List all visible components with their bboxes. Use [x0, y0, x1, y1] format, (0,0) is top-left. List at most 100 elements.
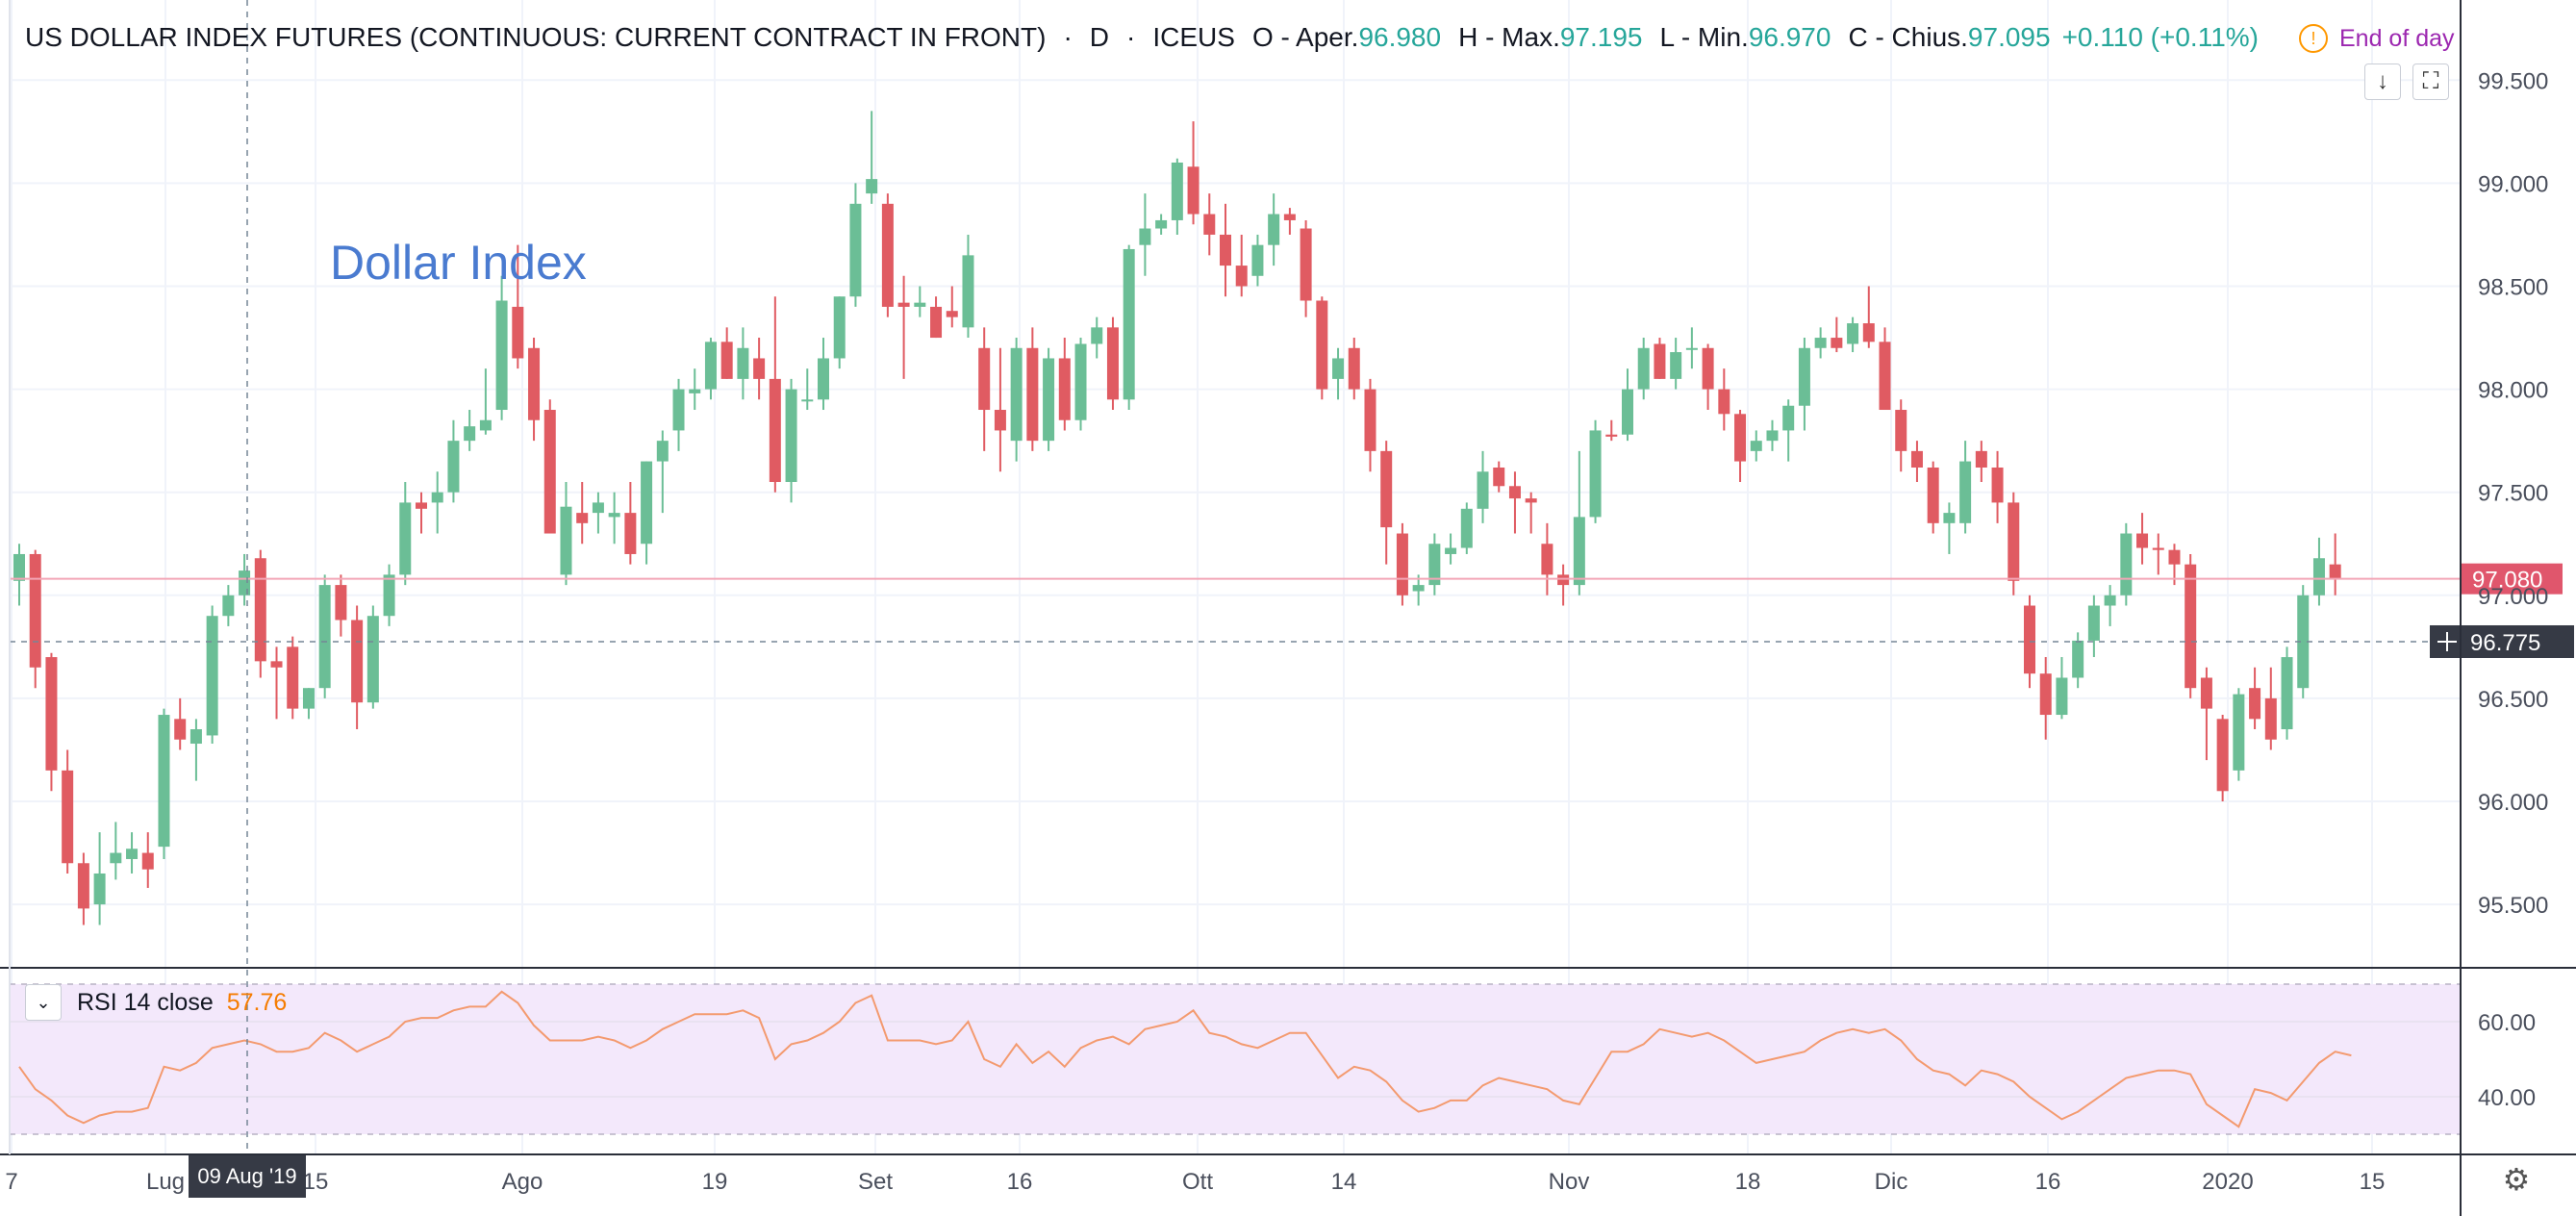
candle-body [720, 342, 733, 379]
candle-body [2072, 640, 2084, 678]
candle-body [946, 311, 958, 317]
candle-body [1203, 214, 1216, 235]
candle [383, 564, 395, 626]
time-tick-label: Nov [1549, 1169, 1590, 1195]
candle-body [270, 661, 283, 668]
candle-body [239, 570, 251, 595]
rsi-pane [10, 983, 2461, 1135]
candle-body [351, 620, 364, 703]
candle-body [62, 770, 74, 864]
candle [1766, 419, 1779, 451]
candle [1525, 492, 1537, 534]
candle-body [1364, 389, 1376, 451]
candle [1734, 410, 1747, 482]
candle-body [914, 302, 926, 307]
candle [1058, 338, 1071, 431]
candle [1171, 158, 1183, 235]
candle-body [1750, 441, 1762, 451]
candle-body [1991, 467, 2004, 503]
candle [1203, 193, 1216, 256]
download-button[interactable]: ↓ [2364, 63, 2401, 100]
time-tick-label: 19 [702, 1169, 728, 1195]
candle-body [2281, 657, 2293, 730]
price-tick-label: 96.500 [2478, 687, 2548, 713]
candle-body [1091, 327, 1103, 344]
candle-body [1155, 219, 1168, 229]
interval-label[interactable]: D [1089, 22, 1110, 52]
candle-body [2008, 502, 2020, 581]
candle [1428, 533, 1441, 595]
time-tick-label: 7 [5, 1169, 17, 1195]
candle-body [1412, 585, 1425, 592]
candle-body [1782, 405, 1795, 431]
candle [1670, 338, 1682, 390]
open-label: O - Aper. [1251, 22, 1359, 52]
candle [1316, 296, 1328, 400]
candle-body [1685, 347, 1698, 350]
candle-body [45, 657, 58, 771]
end-of-day-badge[interactable]: ! End of day [2299, 19, 2455, 58]
candle-body [1525, 498, 1537, 503]
candle-body [1702, 347, 1714, 390]
candle-body [1428, 544, 1441, 586]
price-tick-label: 97.000 [2478, 584, 2548, 610]
candle-body [2297, 595, 2310, 689]
candle-body [206, 616, 218, 736]
settings-button[interactable]: ⚙ [2497, 1160, 2536, 1199]
candle [1412, 574, 1425, 606]
candle-body [1043, 358, 1055, 442]
candle-body [1654, 343, 1666, 379]
candle-body [447, 441, 460, 493]
candle [189, 719, 202, 781]
candle-body [479, 419, 492, 431]
candle-body [866, 179, 878, 194]
candle [1396, 522, 1408, 606]
collapse-toggle-button[interactable]: ⌄ [25, 984, 62, 1021]
candle-body [785, 389, 797, 482]
candle-body [158, 715, 170, 848]
candle-body [366, 616, 379, 703]
candle-body [849, 203, 862, 297]
candle-body [1493, 467, 1505, 487]
candle-body [1975, 450, 1987, 468]
candle [2039, 657, 2052, 740]
candle [1235, 234, 1248, 297]
candle [1589, 419, 1602, 523]
candle-body [287, 646, 299, 709]
candle [1654, 338, 1666, 379]
candle [2087, 595, 2100, 658]
candle [29, 549, 41, 689]
candle-body [2329, 564, 2341, 579]
grid-layer [10, 0, 2461, 1154]
candle-body [1445, 547, 1457, 554]
last-price-box [2461, 563, 2563, 595]
candle-body [2136, 533, 2149, 548]
candle [1283, 208, 1296, 235]
candle [1750, 430, 1762, 462]
candle [254, 549, 266, 678]
candle-body [2312, 558, 2325, 595]
candle-body [833, 296, 846, 359]
chart-annotation[interactable]: Dollar Index [330, 236, 587, 290]
candle [141, 832, 154, 888]
candle [2281, 646, 2293, 740]
time-tick-label: Ago [502, 1169, 543, 1195]
rsi-legend-value: 57.76 [226, 988, 288, 1016]
candle [45, 652, 58, 792]
candle-body [1187, 166, 1200, 215]
candle [110, 822, 122, 880]
candle-body [1734, 414, 1747, 462]
candle-body [1605, 434, 1618, 437]
candle-body [1026, 347, 1039, 442]
candle-body [2200, 677, 2212, 709]
candle-body [1637, 347, 1650, 390]
candle-body [1220, 234, 1231, 266]
separator: · [1063, 22, 1073, 52]
time-tick-label: Dic [1875, 1169, 1908, 1195]
candle-body [1139, 228, 1151, 245]
candle-body [126, 849, 139, 859]
candle-body [1508, 486, 1521, 499]
fullscreen-button[interactable]: ⛶ [2412, 63, 2449, 100]
